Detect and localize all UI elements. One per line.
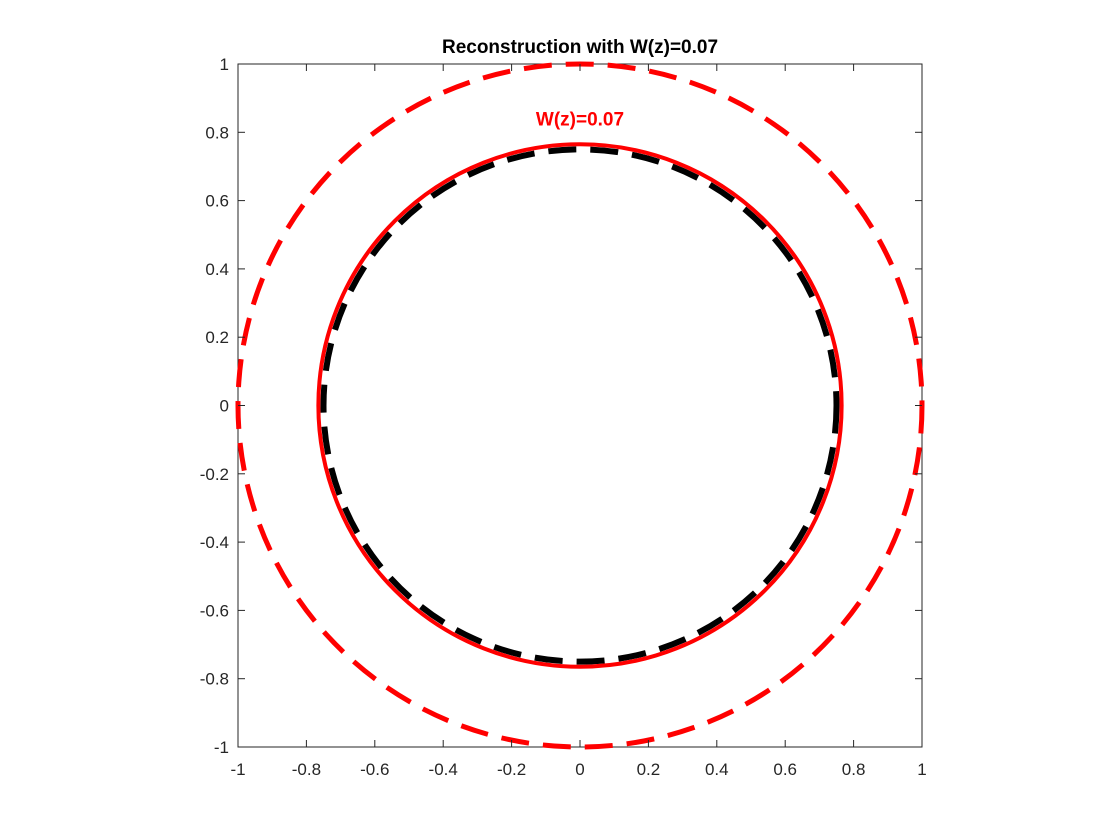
x-tick-label: -0.6 [360, 760, 389, 779]
y-tick-label: 1 [220, 55, 229, 74]
chart-title: Reconstruction with W(z)=0.07 [442, 37, 718, 58]
x-tick-label: 0.2 [637, 760, 661, 779]
x-tick-label: -0.2 [497, 760, 526, 779]
x-tick-label: 0.8 [842, 760, 866, 779]
x-tick-label: 1 [917, 760, 926, 779]
y-tick-label: -0.2 [200, 465, 229, 484]
x-tick-label: -0.4 [429, 760, 458, 779]
plot-area [237, 63, 923, 748]
y-tick-label: -0.8 [200, 670, 229, 689]
y-tick-label: -0.4 [200, 533, 229, 552]
x-tick-label: 0.6 [773, 760, 797, 779]
x-tick-label: 0 [575, 760, 584, 779]
series-1-circle [320, 146, 840, 665]
y-tick-label: 0.2 [205, 328, 229, 347]
x-tick-label: 0.4 [705, 760, 729, 779]
axes-box [237, 63, 923, 748]
x-tick-label: -0.8 [292, 760, 321, 779]
ticks-layer: -1 -0.8 -0.6 -0.4 -0.2 0 0.2 0.4 0.6 0.8 1 -1 -0.8 -0… [200, 55, 927, 779]
series-2-circle [316, 142, 844, 669]
y-tick-label: 0 [220, 397, 229, 416]
y-tick-label: 0.6 [205, 192, 229, 211]
y-tick-label: 0.8 [205, 123, 229, 142]
y-tick-label: 0.4 [205, 260, 229, 279]
x-tick-label: -1 [230, 760, 245, 779]
annotations-layer: W(z)=0.07 [536, 109, 624, 130]
y-tick-label: -1 [214, 738, 229, 757]
y-tick-label: -0.6 [200, 601, 229, 620]
annotation-label: W(z)=0.07 [536, 109, 624, 130]
